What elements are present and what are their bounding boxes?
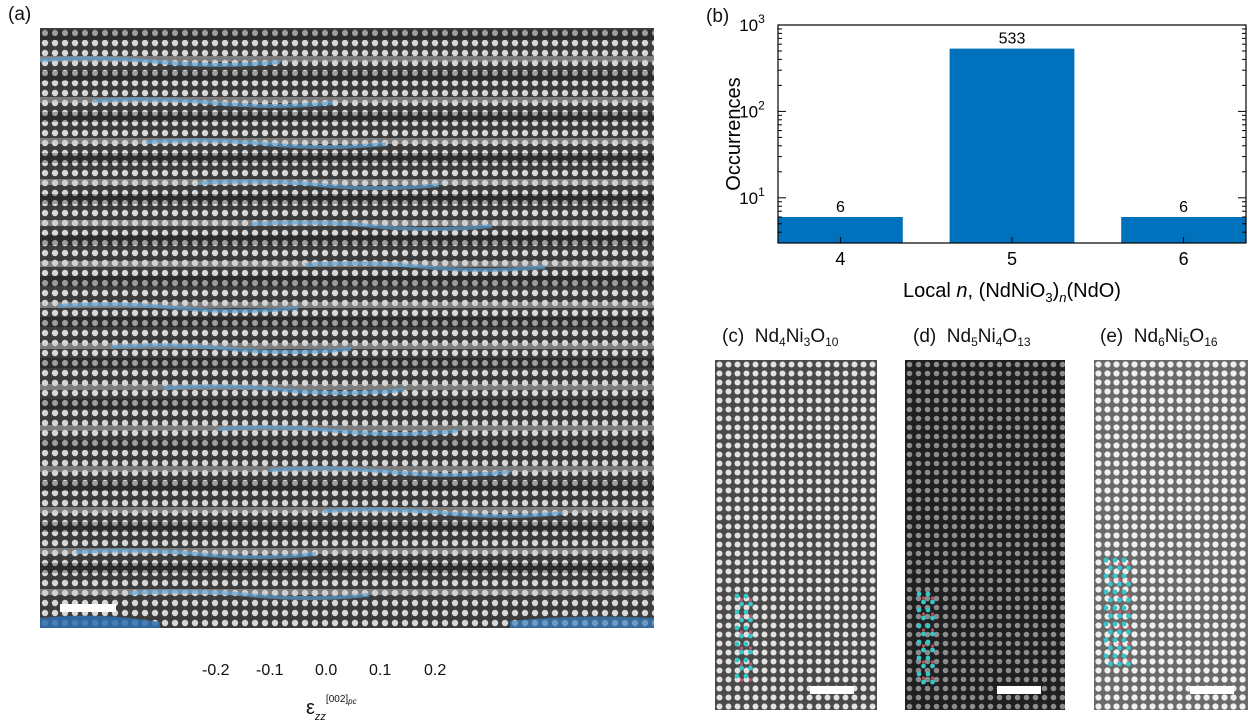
formula-e: Nd6Ni5O16 bbox=[1133, 326, 1218, 349]
colorbar bbox=[212, 645, 450, 659]
colorbar-tick: -0.1 bbox=[256, 662, 284, 679]
scale-bar-d bbox=[997, 686, 1041, 694]
colorbar-tick: -0.2 bbox=[202, 662, 230, 679]
plot-frame bbox=[777, 24, 1247, 244]
x-axis-label: Local n, (NdNiO3)n(NdO) bbox=[903, 280, 1121, 305]
scale-bar-e bbox=[1190, 686, 1234, 694]
colorbar-tick: 0.2 bbox=[424, 662, 447, 679]
bar-5 bbox=[949, 48, 1075, 244]
panel-label-b: (b) bbox=[706, 6, 730, 27]
x-tick-label: 5 bbox=[1007, 249, 1017, 269]
y-tick-label: 101 bbox=[739, 185, 765, 208]
heading-d: (d) Nd5Ni4O13 bbox=[913, 326, 1031, 349]
stem-image-d bbox=[905, 360, 1065, 710]
formula-d: Nd5Ni4O13 bbox=[946, 326, 1031, 349]
stem-image-e bbox=[1094, 360, 1248, 710]
formula-c: Nd4Ni3O10 bbox=[754, 326, 839, 349]
colorbar-ticks: -0.2 -0.1 0.0 0.1 0.2 bbox=[202, 662, 462, 682]
heading-e: (e) Nd6Ni5O16 bbox=[1100, 326, 1218, 349]
y-tick-label: 102 bbox=[739, 98, 765, 121]
histogram-chart: 6 4 533 5 6 6 101 102 103 Occurrences Local n, (Nd… bbox=[700, 0, 1250, 310]
stem-image-c bbox=[715, 360, 877, 710]
y-axis-label: Occurrences bbox=[723, 77, 745, 190]
scale-bar-a bbox=[60, 604, 116, 612]
bar-value-label: 533 bbox=[999, 31, 1026, 48]
heading-c: (c) Nd4Ni3O10 bbox=[722, 326, 839, 349]
strain-map-image bbox=[39, 28, 654, 628]
colorbar-label: εzz[002]pc bbox=[306, 694, 357, 723]
colorbar-tick: 0.1 bbox=[369, 662, 392, 679]
colorbar-tick: 0.0 bbox=[315, 662, 338, 679]
y-tick-label: 103 bbox=[739, 12, 765, 35]
scale-bar-c bbox=[810, 686, 854, 694]
x-tick-label: 4 bbox=[835, 249, 845, 269]
panel-label-a: (a) bbox=[8, 4, 32, 25]
bar-value-label: 6 bbox=[836, 199, 845, 216]
x-tick-label: 6 bbox=[1179, 249, 1189, 269]
bar-value-label: 6 bbox=[1179, 199, 1188, 216]
